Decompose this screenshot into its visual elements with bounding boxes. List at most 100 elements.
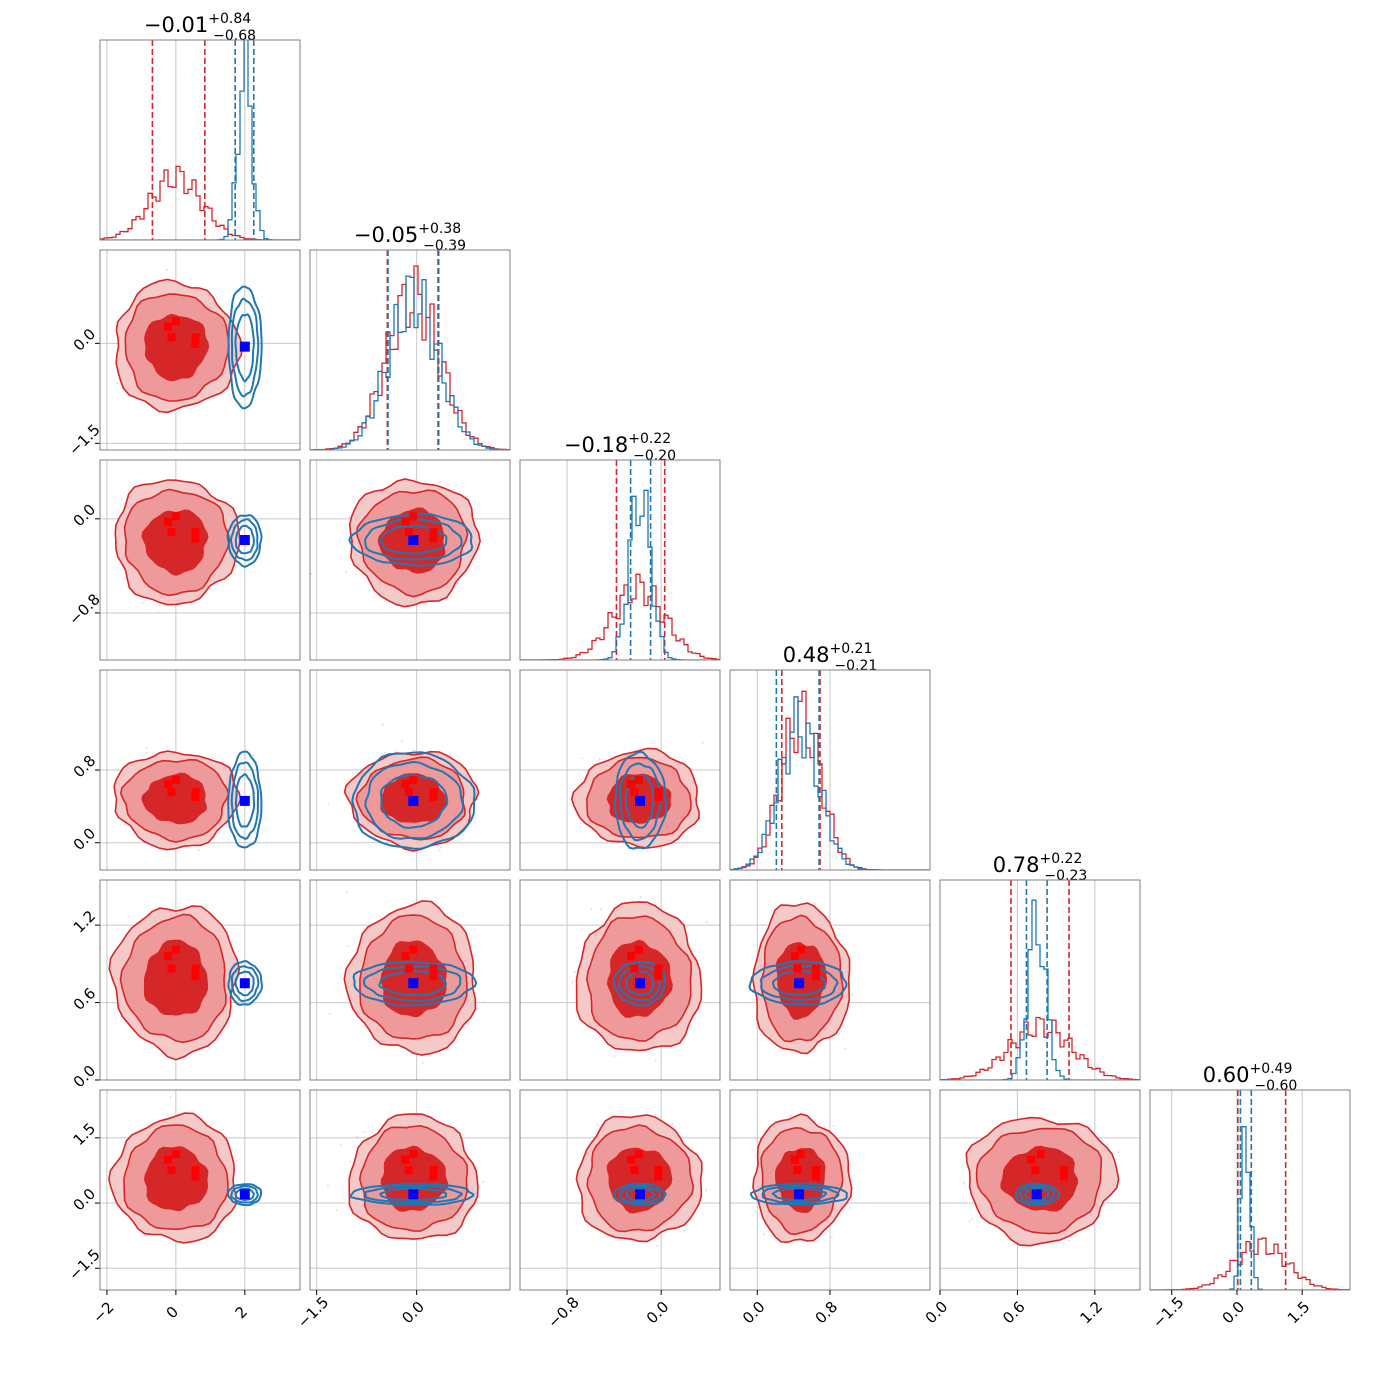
title-value: −0.18	[564, 433, 628, 457]
red-truth-marker	[191, 535, 199, 543]
blue-truth-marker	[240, 796, 250, 806]
sample-point	[671, 1123, 673, 1125]
red-truth-marker	[405, 1166, 413, 1174]
panel-content	[520, 460, 720, 660]
red-truth-marker	[794, 965, 802, 973]
sample-point	[146, 752, 148, 754]
y-tick-label: −1.5	[65, 1245, 103, 1283]
sample-point	[728, 1006, 730, 1008]
sample-point	[141, 602, 143, 604]
sample-point	[116, 382, 118, 384]
title-value: −0.05	[354, 223, 418, 247]
title-plus: +0.84	[208, 11, 251, 27]
sample-point	[347, 945, 349, 947]
red-truth-marker	[164, 518, 172, 526]
sample-point	[349, 516, 351, 518]
sample-point	[1068, 1240, 1070, 1242]
title-plus: +0.22	[628, 431, 671, 447]
red-truth-marker	[635, 776, 643, 784]
blue-truth-marker	[635, 978, 645, 988]
red-truth-marker	[409, 946, 417, 954]
sample-point	[121, 498, 123, 500]
sample-point	[572, 981, 574, 983]
sample-point	[763, 1233, 765, 1235]
panel-content	[940, 1090, 1140, 1290]
sample-point	[236, 1160, 238, 1162]
blue-histogram	[940, 900, 1140, 1080]
red-truth-marker	[409, 512, 417, 520]
panel-0-0: −0.01+0.84 −0.68	[100, 11, 300, 240]
red-histogram	[520, 574, 720, 660]
panel-title-2: −0.18+0.22 −0.20	[564, 431, 676, 464]
sample-point	[234, 816, 236, 818]
blue-truth-marker	[240, 342, 250, 352]
red-truth-marker	[812, 965, 820, 973]
sample-point	[382, 724, 384, 726]
red-truth-marker	[409, 776, 417, 784]
panel-3-1	[310, 670, 510, 870]
red-truth-marker	[401, 518, 409, 526]
panel-content	[1150, 1090, 1350, 1290]
panel-content	[100, 460, 300, 660]
panel-4-4: 0.78+0.22 −0.23	[940, 851, 1140, 1080]
x-tick-label: 0.0	[922, 1298, 952, 1328]
red-truth-marker	[405, 788, 413, 796]
sample-point	[656, 1245, 658, 1247]
panel-content	[310, 250, 510, 450]
sample-point	[683, 1230, 685, 1232]
sample-point	[440, 846, 442, 848]
panel-content	[730, 670, 930, 870]
sample-point	[1117, 1151, 1119, 1153]
red-truth-marker	[401, 780, 409, 788]
red-histogram	[100, 166, 300, 240]
blue-truth-marker	[794, 978, 804, 988]
sample-point	[971, 1218, 973, 1220]
title-minus: −0.23	[1044, 868, 1087, 884]
red-truth-marker	[654, 793, 662, 801]
panel-3-3: 0.48+0.21 −0.21	[730, 641, 930, 870]
title-plus: +0.22	[1039, 851, 1082, 867]
red-truth-marker	[630, 1166, 638, 1174]
red-histogram	[940, 1018, 1140, 1081]
red-truth-marker	[191, 1173, 199, 1181]
x-tick-label: −1.5	[1149, 1293, 1187, 1331]
panel-content	[100, 250, 300, 450]
x-tick-label: 1.5	[1284, 1298, 1314, 1328]
sample-point	[969, 1220, 971, 1222]
panel-5-4: 0.0 0.6 1.2	[922, 1090, 1140, 1327]
panel-content	[940, 880, 1140, 1080]
sample-point	[439, 849, 441, 851]
red-truth-marker	[164, 1156, 172, 1164]
blue-truth-marker	[240, 978, 250, 988]
sample-point	[790, 1114, 792, 1116]
blue-truth-marker	[1032, 1189, 1042, 1199]
blue-truth-marker	[408, 978, 418, 988]
y-tick-label: −1.5	[65, 421, 103, 459]
panel-5-3: 0.0 0.8	[730, 1090, 930, 1327]
x-tick-label: 0.8	[812, 1298, 842, 1328]
title-plus: +0.49	[1249, 1061, 1292, 1077]
red-truth-marker	[1037, 1150, 1045, 1158]
sample-point	[346, 892, 348, 894]
red-truth-marker	[191, 340, 199, 348]
red-truth-marker	[429, 535, 437, 543]
sample-point	[363, 1131, 365, 1133]
sample-point	[476, 1201, 478, 1203]
sample-point	[166, 269, 168, 271]
sample-point	[439, 481, 441, 483]
title-value: 0.78	[993, 853, 1040, 877]
title-minus: −0.39	[423, 238, 466, 254]
red-truth-marker	[429, 972, 437, 980]
blue-truth-marker	[408, 1189, 418, 1199]
blue-histogram	[520, 490, 720, 660]
sample-point	[401, 740, 403, 742]
x-tick-label: 0.6	[999, 1298, 1029, 1328]
sample-point	[824, 1126, 826, 1128]
sample-point	[345, 571, 347, 573]
panel-content	[730, 880, 930, 1080]
red-truth-marker	[654, 972, 662, 980]
x-tick-label: 0	[163, 1303, 182, 1322]
x-tick-label: 1.2	[1077, 1298, 1107, 1328]
red-truth-marker	[172, 776, 180, 784]
